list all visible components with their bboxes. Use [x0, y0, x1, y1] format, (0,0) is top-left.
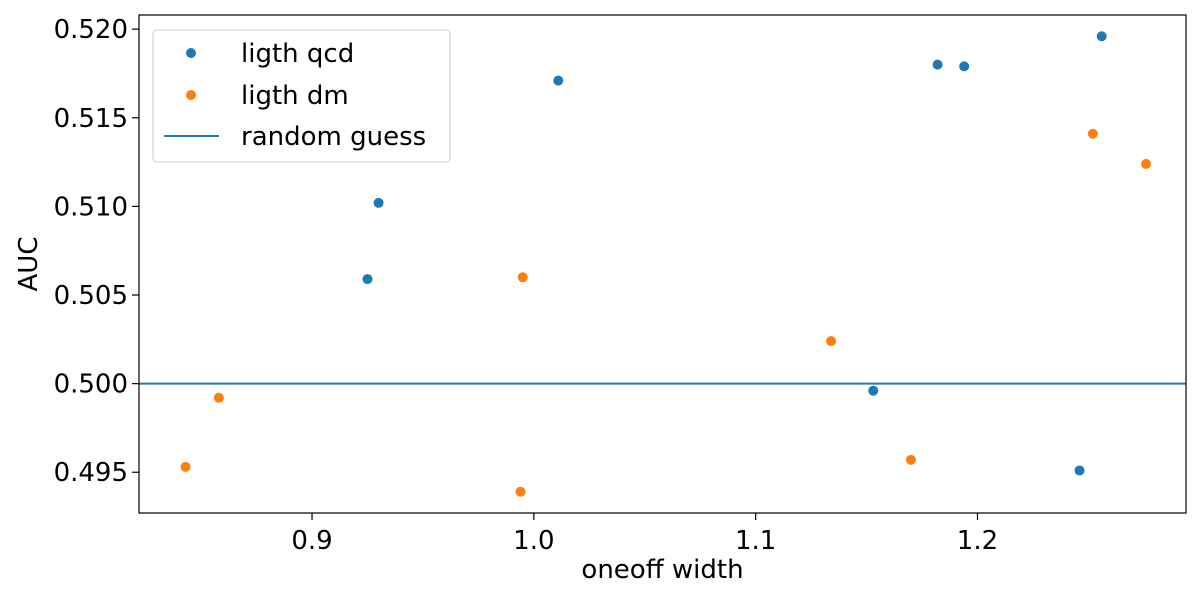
plot-frame [138, 14, 1187, 514]
data-point [213, 392, 224, 403]
legend-entry: random guess [164, 122, 426, 152]
series-0 [362, 31, 1107, 476]
y-axis-ticks: 0.495 0.500 0.505 0.510 0.515 0.520 [54, 15, 139, 488]
data-point [959, 61, 970, 72]
data-point [826, 336, 837, 347]
x-tick-label: 1.2 [957, 526, 998, 556]
y-tick-label: 0.505 [54, 281, 128, 311]
data-point [373, 197, 384, 208]
data-point [517, 272, 528, 283]
data-point [868, 385, 879, 396]
series-1 [180, 128, 1152, 497]
legend-marker [186, 90, 196, 100]
y-tick-label: 0.500 [54, 370, 128, 400]
data-point [362, 274, 373, 285]
legend-label: random guess [241, 122, 426, 152]
legend-items: ligth qcd ligth dm random guess [164, 39, 426, 152]
data-point [1141, 158, 1152, 169]
data-point [1074, 465, 1085, 476]
data-point [1096, 31, 1107, 42]
data-points-layer [180, 31, 1152, 497]
data-point [1087, 128, 1098, 139]
x-tick-label: 1.1 [735, 526, 776, 556]
legend-entry: ligth dm [186, 81, 349, 111]
data-point [932, 59, 943, 70]
legend-label: ligth qcd [241, 39, 354, 69]
y-tick-label: 0.510 [54, 192, 128, 222]
legend: ligth qcd ligth dm random guess [152, 29, 451, 163]
data-point [515, 486, 526, 497]
y-tick-label: 0.495 [54, 458, 128, 488]
legend-box [152, 29, 451, 163]
y-axis-label: AUC [14, 237, 44, 292]
y-tick-label: 0.520 [54, 15, 128, 45]
data-point [905, 454, 916, 465]
x-tick-label: 1.0 [513, 526, 554, 556]
x-axis-label: oneoff width [581, 555, 743, 585]
legend-entry: ligth qcd [186, 39, 354, 69]
data-point [180, 461, 191, 472]
data-point [553, 75, 564, 86]
legend-marker [186, 48, 196, 58]
y-tick-label: 0.515 [54, 104, 128, 134]
x-tick-label: 0.9 [291, 526, 332, 556]
x-axis-ticks: 0.9 1.0 1.1 1.2 [291, 513, 998, 556]
legend-label: ligth dm [241, 81, 349, 111]
